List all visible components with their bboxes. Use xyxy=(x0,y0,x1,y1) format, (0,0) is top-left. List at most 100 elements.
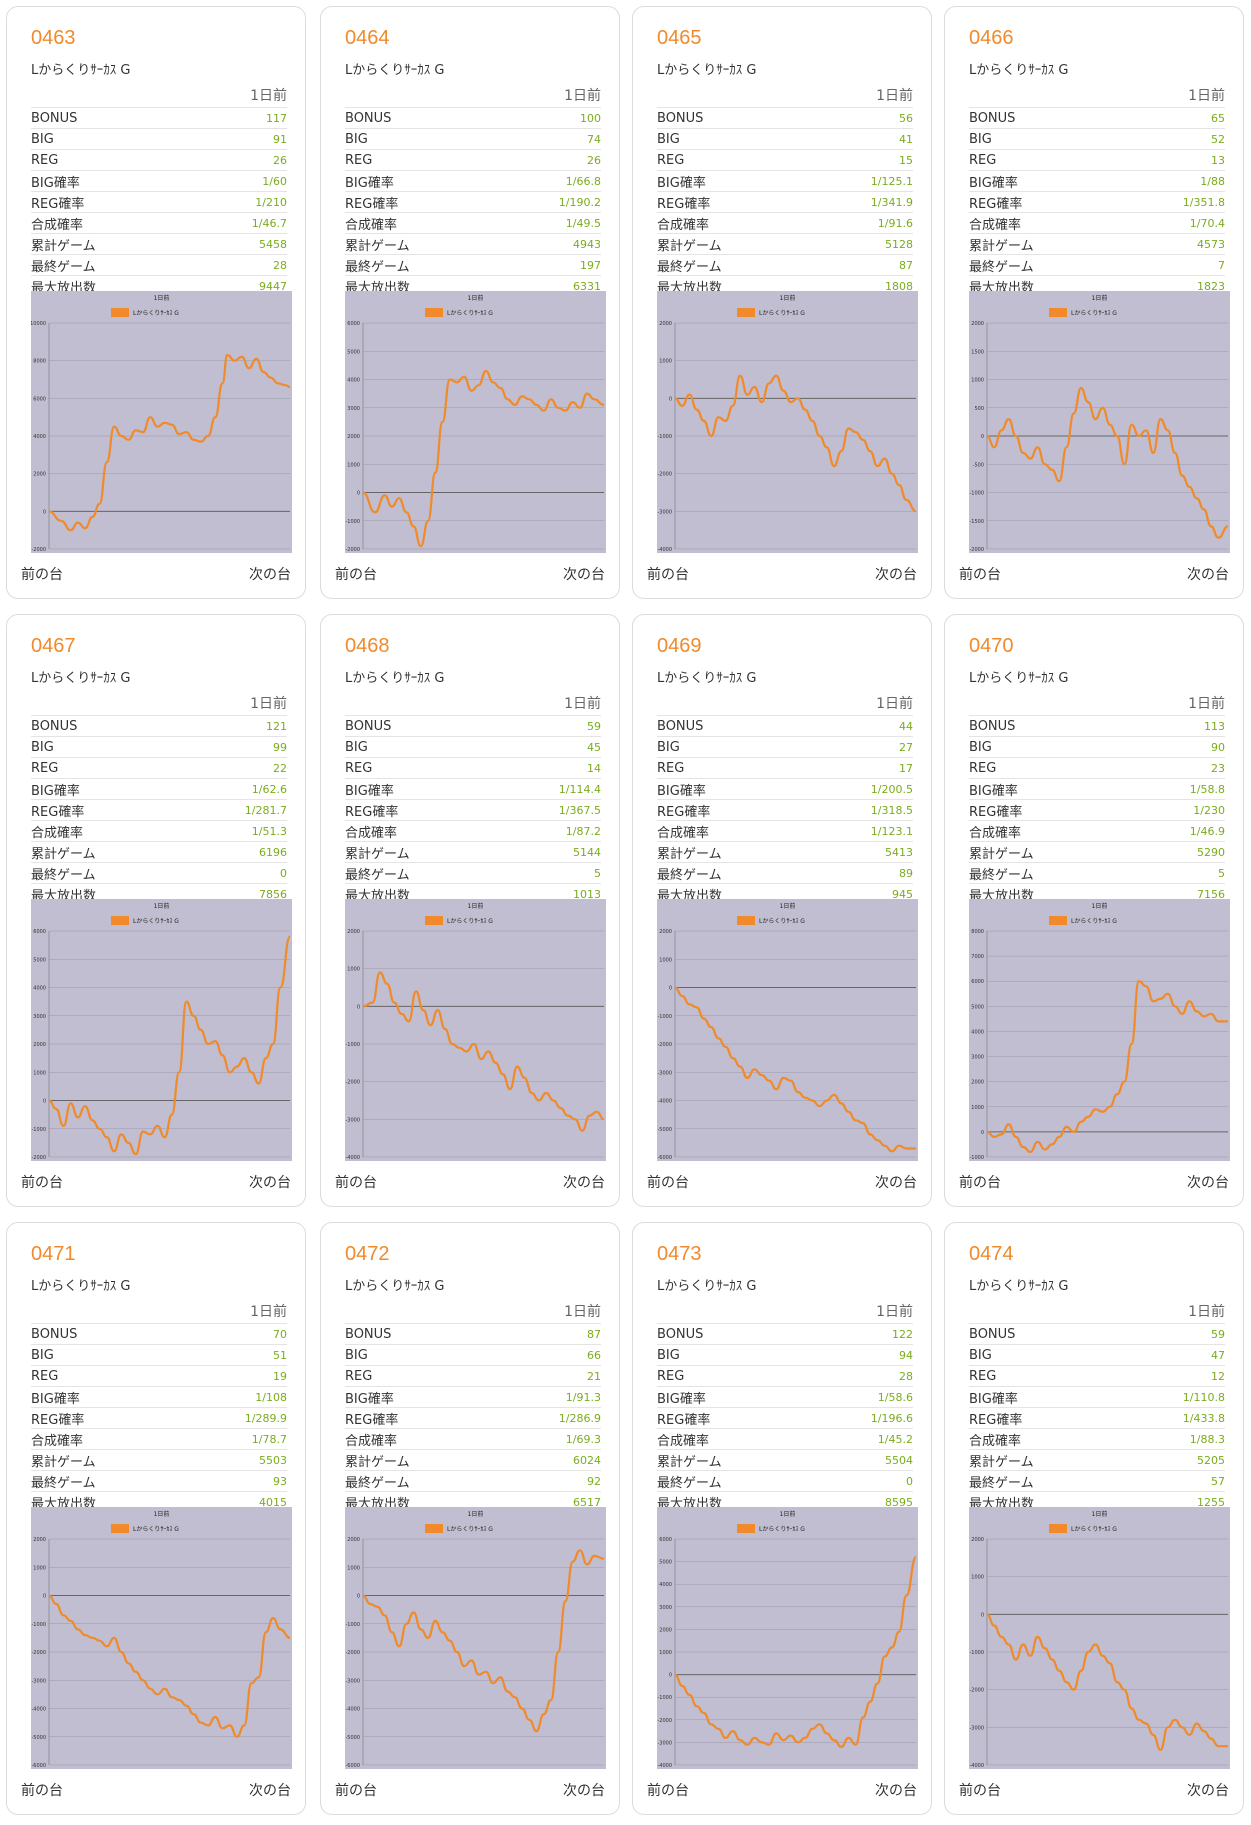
machine-number[interactable]: 0468 xyxy=(345,635,390,657)
machine-card[interactable]: 0467 Lからくりｻｰｶｽ G 1日前 BONUS 121 BIG 99 REG 22 BIG確… xyxy=(6,614,306,1207)
series-line xyxy=(674,986,916,1153)
stats-row: 累計ゲーム 5144 xyxy=(345,841,601,862)
next-machine-link[interactable]: 次の台 xyxy=(249,1783,291,1799)
stats-row: REG確率 1/351.8 xyxy=(969,191,1225,212)
stats-label: BIG xyxy=(31,1347,54,1363)
machine-card[interactable]: 0465 Lからくりｻｰｶｽ G 1日前 BONUS 56 BIG 41 REG 15 BIG確率… xyxy=(632,6,932,599)
stats-label: REG確率 xyxy=(345,804,399,820)
stats-label: REG xyxy=(31,1368,59,1384)
next-machine-link[interactable]: 次の台 xyxy=(249,567,291,583)
next-machine-link[interactable]: 次の台 xyxy=(875,1783,917,1799)
next-machine-link[interactable]: 次の台 xyxy=(1187,567,1229,583)
stats-value: 89 xyxy=(899,866,913,880)
stats-row: 合成確率 1/46.7 xyxy=(31,212,287,233)
series-line xyxy=(674,1556,918,1748)
machine-card[interactable]: 0468 Lからくりｻｰｶｽ G 1日前 BONUS 59 BIG 45 REG 14 BIG確率… xyxy=(320,614,620,1207)
machine-card[interactable]: 0466 Lからくりｻｰｶｽ G 1日前 BONUS 65 BIG 52 REG 13 BIG確率… xyxy=(944,6,1244,599)
y-tick-label: -1000 xyxy=(657,434,672,440)
stats-value: 5 xyxy=(594,866,601,880)
y-tick-label: -2000 xyxy=(345,547,360,553)
prev-machine-link[interactable]: 前の台 xyxy=(959,1783,1001,1799)
stats-value: 26 xyxy=(273,153,287,167)
machine-number[interactable]: 0472 xyxy=(345,1243,390,1265)
prev-machine-link[interactable]: 前の台 xyxy=(335,567,377,583)
machine-number[interactable]: 0467 xyxy=(31,635,76,657)
machine-card[interactable]: 0473 Lからくりｻｰｶｽ G 1日前 BONUS 122 BIG 94 REG 28 BIG確… xyxy=(632,1222,932,1815)
next-machine-link[interactable]: 次の台 xyxy=(563,567,605,583)
plot-background xyxy=(969,899,1230,1161)
stats-value: 6331 xyxy=(573,279,601,293)
legend-swatch xyxy=(425,916,443,925)
stats-row: REG 19 xyxy=(31,1365,287,1386)
machine-card[interactable]: 0471 Lからくりｻｰｶｽ G 1日前 BONUS 70 BIG 51 REG 19 BIG確率… xyxy=(6,1222,306,1815)
stats-row: 合成確率 1/91.6 xyxy=(657,212,913,233)
machine-number[interactable]: 0466 xyxy=(969,27,1014,49)
stats-value: 51 xyxy=(273,1348,287,1362)
stats-value: 1/87.2 xyxy=(565,824,601,838)
next-machine-link[interactable]: 次の台 xyxy=(1187,1783,1229,1799)
machine-name: Lからくりｻｰｶｽ G xyxy=(969,63,1069,78)
y-tick-label: 1000 xyxy=(659,957,672,963)
legend-label: Lからくりｻｰｶｽ G xyxy=(133,918,179,925)
next-machine-link[interactable]: 次の台 xyxy=(563,1783,605,1799)
prev-machine-link[interactable]: 前の台 xyxy=(21,1175,63,1191)
machine-number[interactable]: 0470 xyxy=(969,635,1014,657)
y-tick-label: 500 xyxy=(974,406,984,412)
stats-value: 6196 xyxy=(259,845,287,859)
machine-number[interactable]: 0473 xyxy=(657,1243,702,1265)
machine-card[interactable]: 0463 Lからくりｻｰｶｽ G 1日前 BONUS 117 BIG 91 REG 26 BIG確… xyxy=(6,6,306,599)
prev-machine-link[interactable]: 前の台 xyxy=(335,1783,377,1799)
prev-machine-link[interactable]: 前の台 xyxy=(335,1175,377,1191)
stats-value: 57 xyxy=(1211,1474,1225,1488)
y-tick-label: -2000 xyxy=(657,1718,672,1724)
machine-card[interactable]: 0464 Lからくりｻｰｶｽ G 1日前 BONUS 100 BIG 74 REG 26 BIG確… xyxy=(320,6,620,599)
series-line xyxy=(986,980,1228,1154)
next-machine-link[interactable]: 次の台 xyxy=(875,1175,917,1191)
legend-swatch xyxy=(111,308,129,317)
stats-label: REG xyxy=(657,152,685,168)
stats-label: BIG xyxy=(31,739,54,755)
legend-label: Lからくりｻｰｶｽ G xyxy=(447,918,493,925)
prev-machine-link[interactable]: 前の台 xyxy=(647,1175,689,1191)
next-machine-link[interactable]: 次の台 xyxy=(875,567,917,583)
prev-machine-link[interactable]: 前の台 xyxy=(647,567,689,583)
stats-value: 17 xyxy=(899,761,913,775)
machine-name: Lからくりｻｰｶｽ G xyxy=(345,671,445,686)
prev-machine-link[interactable]: 前の台 xyxy=(21,567,63,583)
machine-card[interactable]: 0474 Lからくりｻｰｶｽ G 1日前 BONUS 59 BIG 47 REG 12 BIG確率… xyxy=(944,1222,1244,1815)
stats-value: 1/66.8 xyxy=(565,174,601,188)
machine-number[interactable]: 0465 xyxy=(657,27,702,49)
stats-label: BIG確率 xyxy=(969,1391,1018,1407)
machine-number[interactable]: 0469 xyxy=(657,635,702,657)
stats-value: 1/88.3 xyxy=(1189,1432,1225,1446)
machine-number[interactable]: 0474 xyxy=(969,1243,1014,1265)
prev-machine-link[interactable]: 前の台 xyxy=(21,1783,63,1799)
column-header: 1日前 xyxy=(250,88,287,104)
prev-machine-link[interactable]: 前の台 xyxy=(647,1783,689,1799)
prev-machine-link[interactable]: 前の台 xyxy=(959,567,1001,583)
machine-card[interactable]: 0470 Lからくりｻｰｶｽ G 1日前 BONUS 113 BIG 90 REG 23 BIG確… xyxy=(944,614,1244,1207)
machine-number[interactable]: 0464 xyxy=(345,27,390,49)
stats-row: 合成確率 1/49.5 xyxy=(345,212,601,233)
column-header: 1日前 xyxy=(250,1304,287,1320)
plot-background xyxy=(345,899,606,1161)
stats-row: BONUS 87 xyxy=(345,1323,601,1344)
y-tick-label: -3000 xyxy=(657,1740,672,1746)
legend-label: Lからくりｻｰｶｽ G xyxy=(1071,310,1117,317)
prev-machine-link[interactable]: 前の台 xyxy=(959,1175,1001,1191)
stats-value: 23 xyxy=(1211,761,1225,775)
machine-card[interactable]: 0472 Lからくりｻｰｶｽ G 1日前 BONUS 87 BIG 66 REG 21 BIG確率… xyxy=(320,1222,620,1815)
stats-value: 0 xyxy=(906,1474,913,1488)
column-header: 1日前 xyxy=(876,696,913,712)
next-machine-link[interactable]: 次の台 xyxy=(1187,1175,1229,1191)
machine-number[interactable]: 0471 xyxy=(31,1243,76,1265)
y-tick-label: 1000 xyxy=(659,359,672,365)
next-machine-link[interactable]: 次の台 xyxy=(249,1175,291,1191)
chart-title: 1日前 xyxy=(154,1510,170,1518)
machine-number[interactable]: 0463 xyxy=(31,27,76,49)
next-machine-link[interactable]: 次の台 xyxy=(563,1175,605,1191)
y-tick-label: 2000 xyxy=(659,929,672,935)
machine-card[interactable]: 0469 Lからくりｻｰｶｽ G 1日前 BONUS 44 BIG 27 REG 17 BIG確率… xyxy=(632,614,932,1207)
machine-name: Lからくりｻｰｶｽ G xyxy=(31,671,131,686)
series-line xyxy=(362,971,605,1132)
